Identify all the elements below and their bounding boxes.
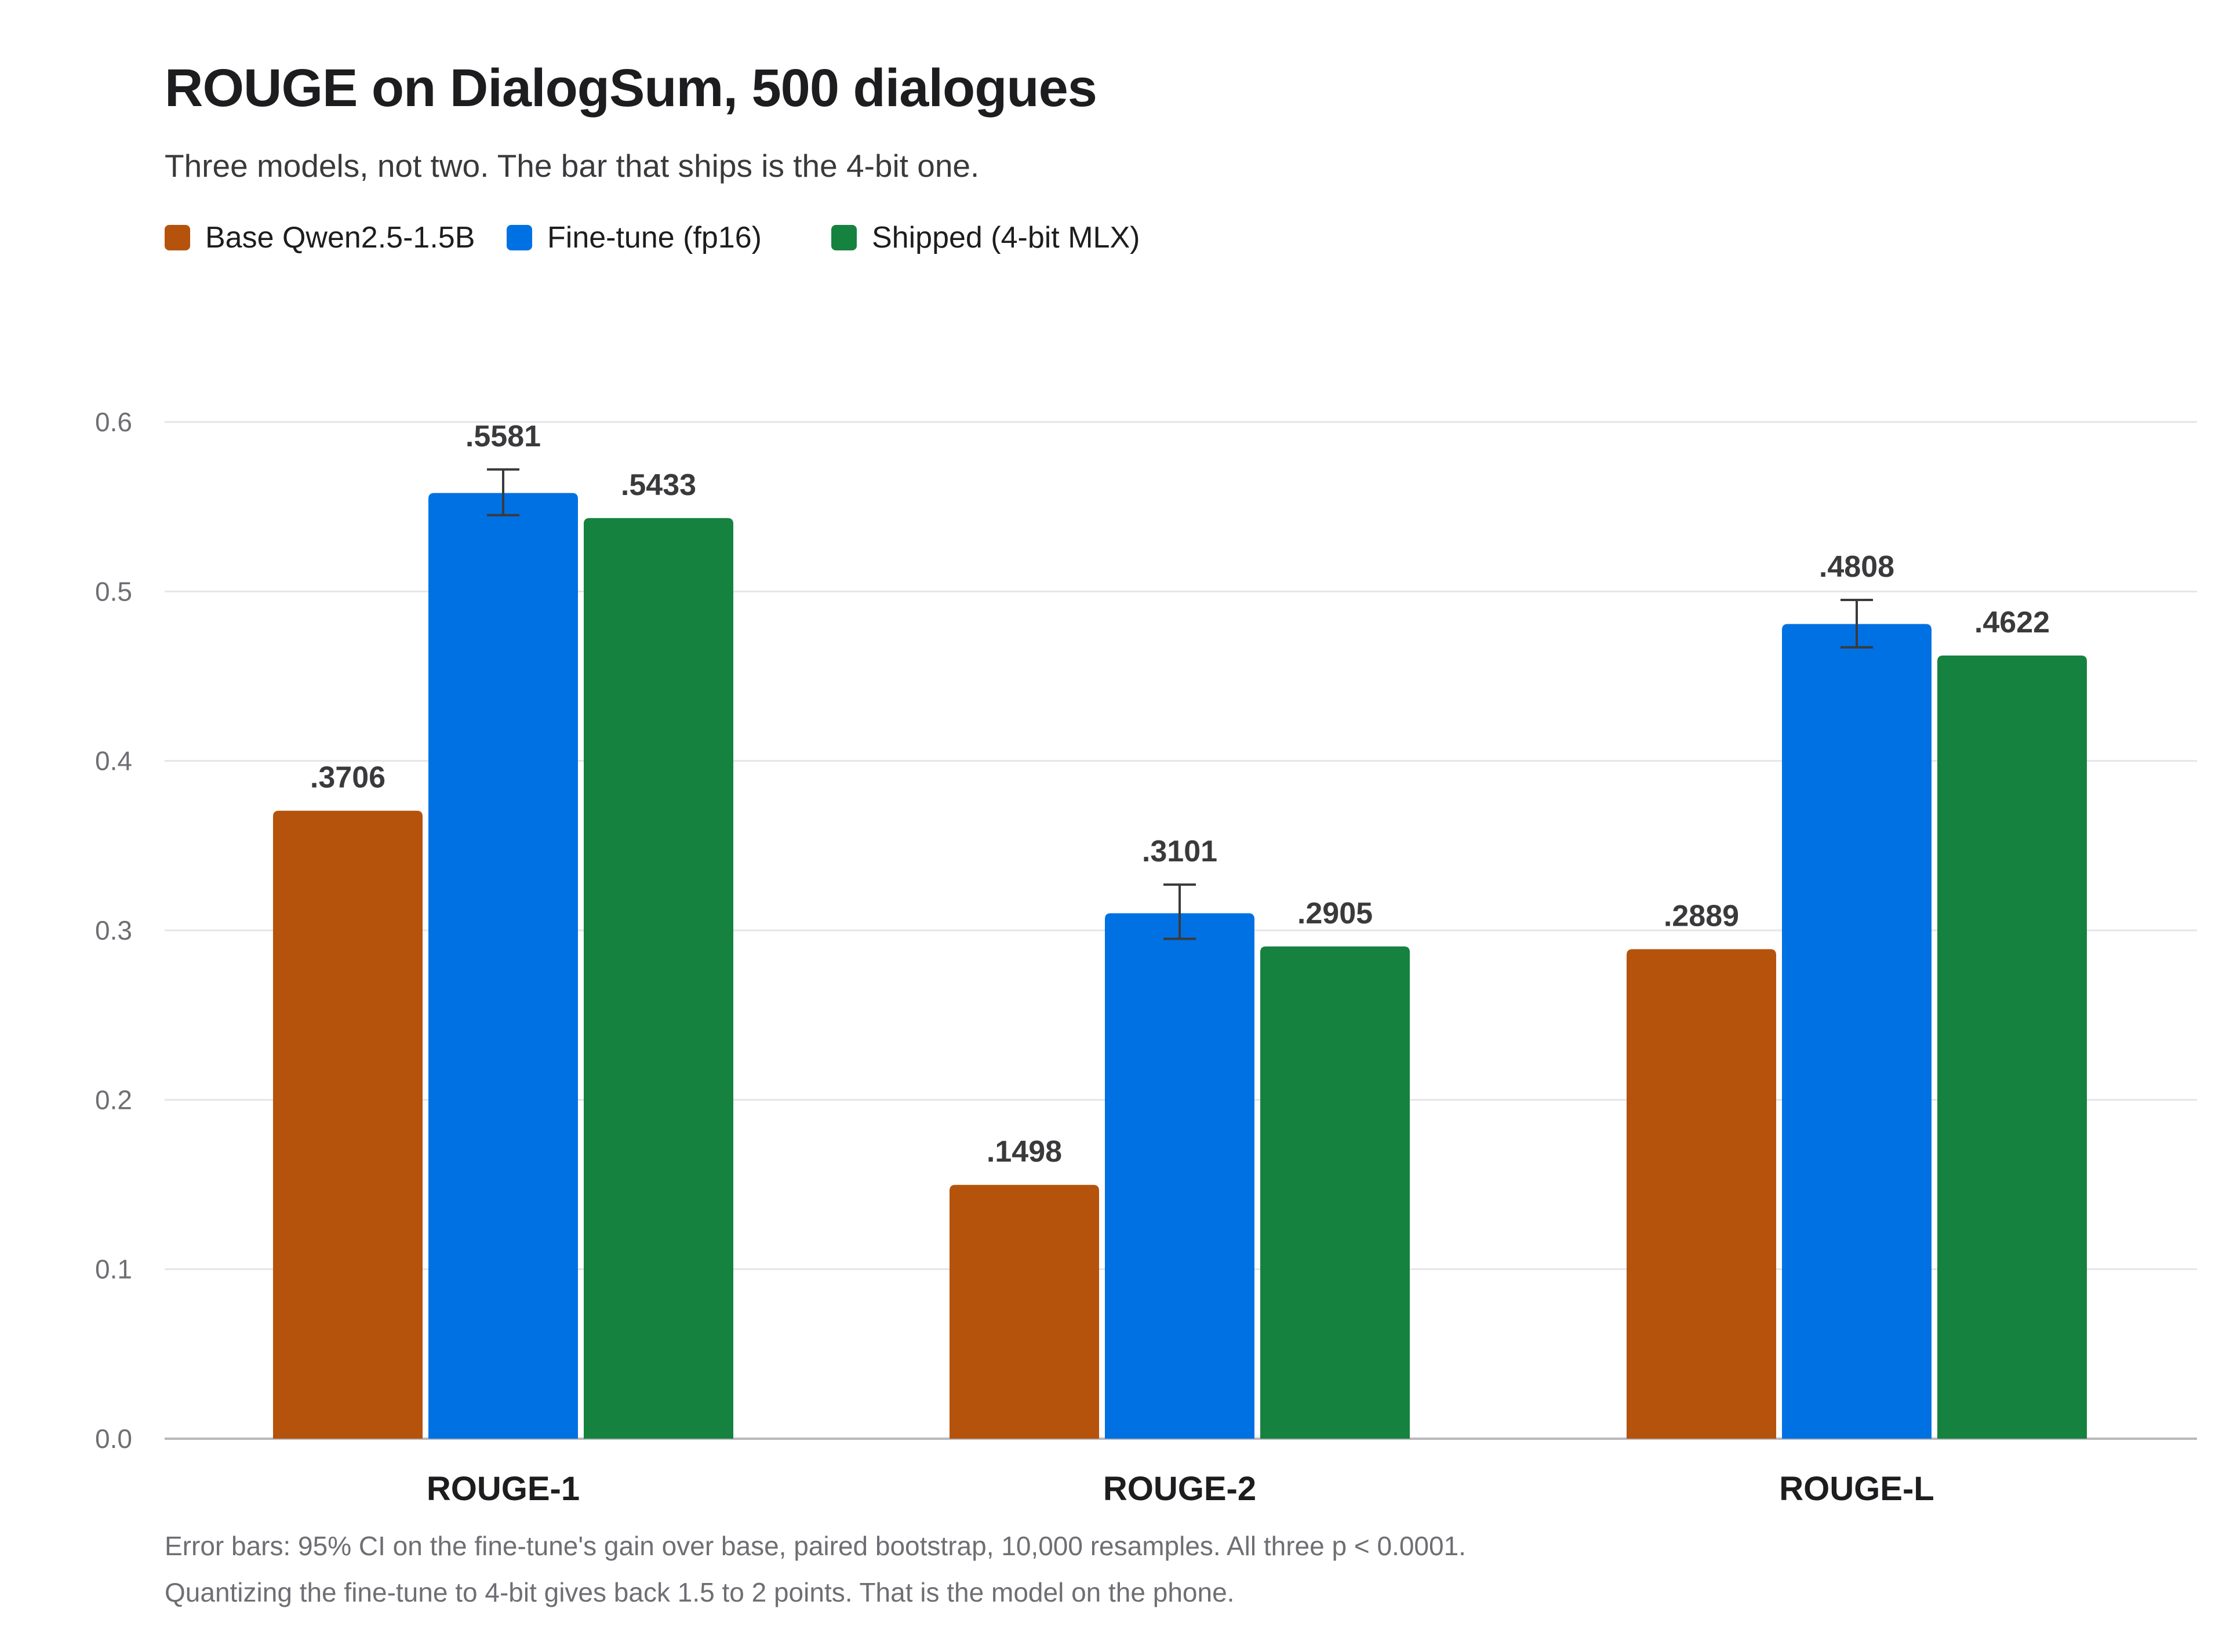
data-label: .4622 (1974, 606, 2050, 639)
y-tick-label: 0.3 (95, 915, 132, 945)
y-tick-label: 0.0 (95, 1424, 132, 1454)
y-tick-label: 0.6 (95, 407, 132, 437)
data-label: .1498 (987, 1135, 1062, 1169)
legend-label-finetune: Fine-tune (fp16) (547, 221, 762, 254)
chart-title: ROUGE on DialogSum, 500 dialogues (165, 59, 1097, 118)
data-label: .4808 (1819, 550, 1894, 584)
legend-swatch-finetune (507, 225, 532, 250)
y-tick-label: 0.2 (95, 1085, 132, 1115)
data-label: .2905 (1297, 897, 1373, 930)
bar (428, 493, 578, 1439)
data-label: .5581 (465, 420, 541, 453)
bar (1937, 655, 2087, 1439)
legend-label-base: Base Qwen2.5-1.5B (205, 221, 475, 254)
y-tick-label: 0.1 (95, 1254, 132, 1285)
legend-item-finetune: Fine-tune (fp16) (507, 217, 762, 259)
y-tick-label: 0.5 (95, 576, 132, 606)
chart-subtitle: Three models, not two. The bar that ship… (165, 148, 980, 184)
legend-item-base: Base Qwen2.5-1.5B (165, 217, 475, 259)
legend-item-shipped: Shipped (4-bit MLX) (831, 217, 1140, 259)
bar (1105, 913, 1254, 1439)
data-label: .2889 (1664, 899, 1739, 933)
bar (1782, 624, 1932, 1439)
footnote-quantization: Quantizing the fine-tune to 4-bit gives … (165, 1577, 1235, 1607)
legend-swatch-shipped (831, 225, 857, 250)
x-tick-label: ROUGE-1 (427, 1470, 580, 1508)
bar (950, 1185, 1099, 1439)
x-tick-label: ROUGE-L (1779, 1470, 1934, 1508)
legend-swatch-base (165, 225, 190, 250)
bar (1260, 946, 1410, 1439)
data-label: .5433 (621, 468, 696, 502)
bar (1627, 949, 1776, 1439)
data-label: .3706 (310, 761, 385, 795)
footnote-error-bars: Error bars: 95% CI on the fine-tune's ga… (165, 1531, 1466, 1561)
legend-label-shipped: Shipped (4-bit MLX) (872, 221, 1140, 254)
y-tick-label: 0.4 (95, 746, 132, 776)
x-tick-label: ROUGE-2 (1103, 1470, 1256, 1508)
bar (273, 810, 423, 1439)
bar (584, 518, 733, 1439)
data-label: .3101 (1142, 835, 1217, 868)
